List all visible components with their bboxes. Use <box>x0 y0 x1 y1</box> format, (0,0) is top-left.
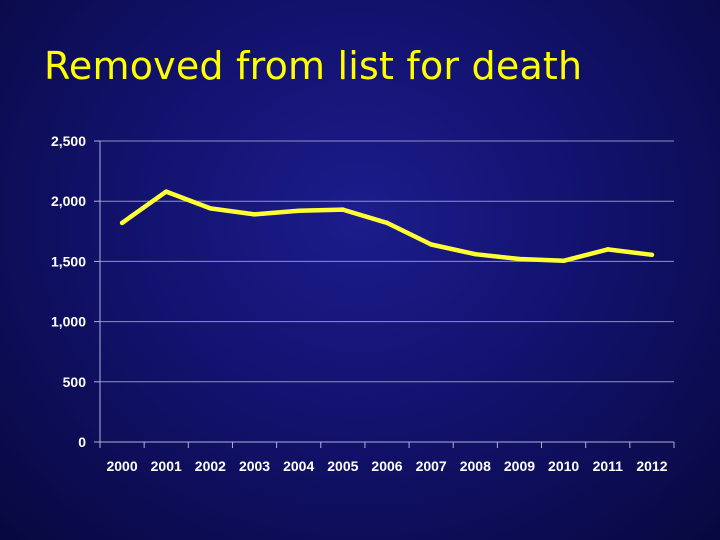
x-axis-tick-labels: 2000 2001 2002 2003 2004 2005 2006 2007 2008 2009… <box>106 458 667 474</box>
data-point <box>561 258 566 263</box>
y-tick-label: 2,500 <box>51 133 86 149</box>
data-point <box>428 242 434 247</box>
slide-title: Removed from list for death <box>44 44 583 88</box>
data-point <box>252 212 257 217</box>
x-tick-label: 2002 <box>195 458 226 474</box>
x-tick-label: 2004 <box>283 458 314 474</box>
data-point <box>164 189 169 194</box>
data-point <box>384 220 390 226</box>
x-tick-label: 2007 <box>416 458 447 474</box>
x-tick-label: 2012 <box>636 458 667 474</box>
y-axis-tick-labels: 0 500 1,000 1,500 2,000 2,500 <box>51 133 86 450</box>
data-point <box>473 251 478 257</box>
series-line <box>119 189 655 264</box>
data-point <box>517 256 522 262</box>
y-tick-label: 2,000 <box>51 193 86 209</box>
data-point <box>296 208 301 214</box>
data-point <box>119 220 125 226</box>
x-tick-label: 2011 <box>593 458 624 474</box>
data-point <box>208 206 213 211</box>
x-tick-label: 2000 <box>106 458 137 474</box>
x-tick-label: 2001 <box>151 458 182 474</box>
x-tick-label: 2005 <box>327 458 358 474</box>
x-tick-label: 2010 <box>548 458 579 474</box>
y-tick-label: 500 <box>63 374 87 390</box>
y-tick-label: 1,000 <box>51 314 86 330</box>
series <box>119 189 655 264</box>
axes <box>94 140 675 448</box>
x-tick-label: 2006 <box>371 458 402 474</box>
data-point <box>340 207 346 212</box>
x-tick-label: 2009 <box>504 458 535 474</box>
data-point <box>605 247 610 252</box>
x-tick-label: 2003 <box>239 458 270 474</box>
gridlines <box>100 140 674 383</box>
data-point <box>649 252 655 257</box>
y-tick-label: 1,500 <box>51 253 86 269</box>
x-tick-label: 2008 <box>460 458 491 474</box>
y-tick-label: 0 <box>78 434 86 450</box>
